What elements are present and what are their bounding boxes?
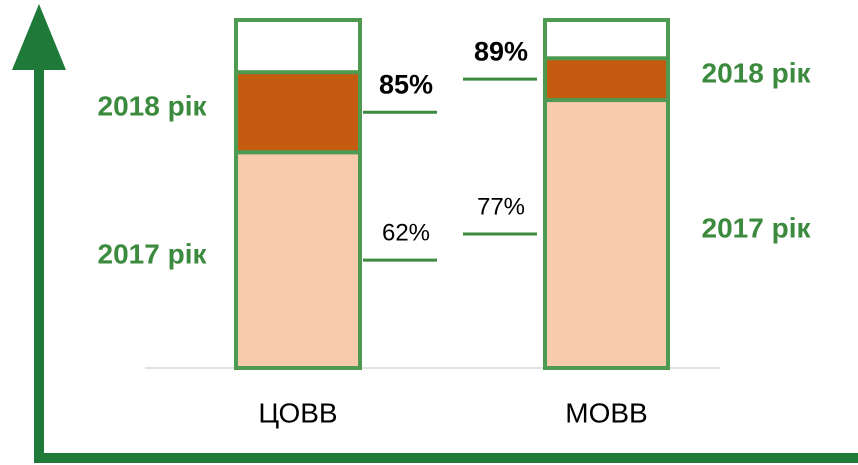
y-axis-arrowhead xyxy=(12,4,66,70)
bar-segment xyxy=(543,56,670,103)
total-label: 89% xyxy=(474,36,528,66)
series-label: 2018 рік xyxy=(702,58,812,89)
value-label: 62% xyxy=(382,219,430,246)
x-tick-label: МОВВ xyxy=(565,397,647,428)
x-tick-label: ЦОВВ xyxy=(258,397,337,428)
series-label: 2017 рік xyxy=(98,239,208,270)
series-label: 2018 рік xyxy=(98,91,208,122)
total-label: 85% xyxy=(379,69,433,99)
bar-segment xyxy=(234,70,362,155)
series-label: 2017 рік xyxy=(702,212,812,243)
value-label: 77% xyxy=(477,193,525,220)
bar-segment xyxy=(234,150,362,370)
bar-segment xyxy=(543,98,670,370)
